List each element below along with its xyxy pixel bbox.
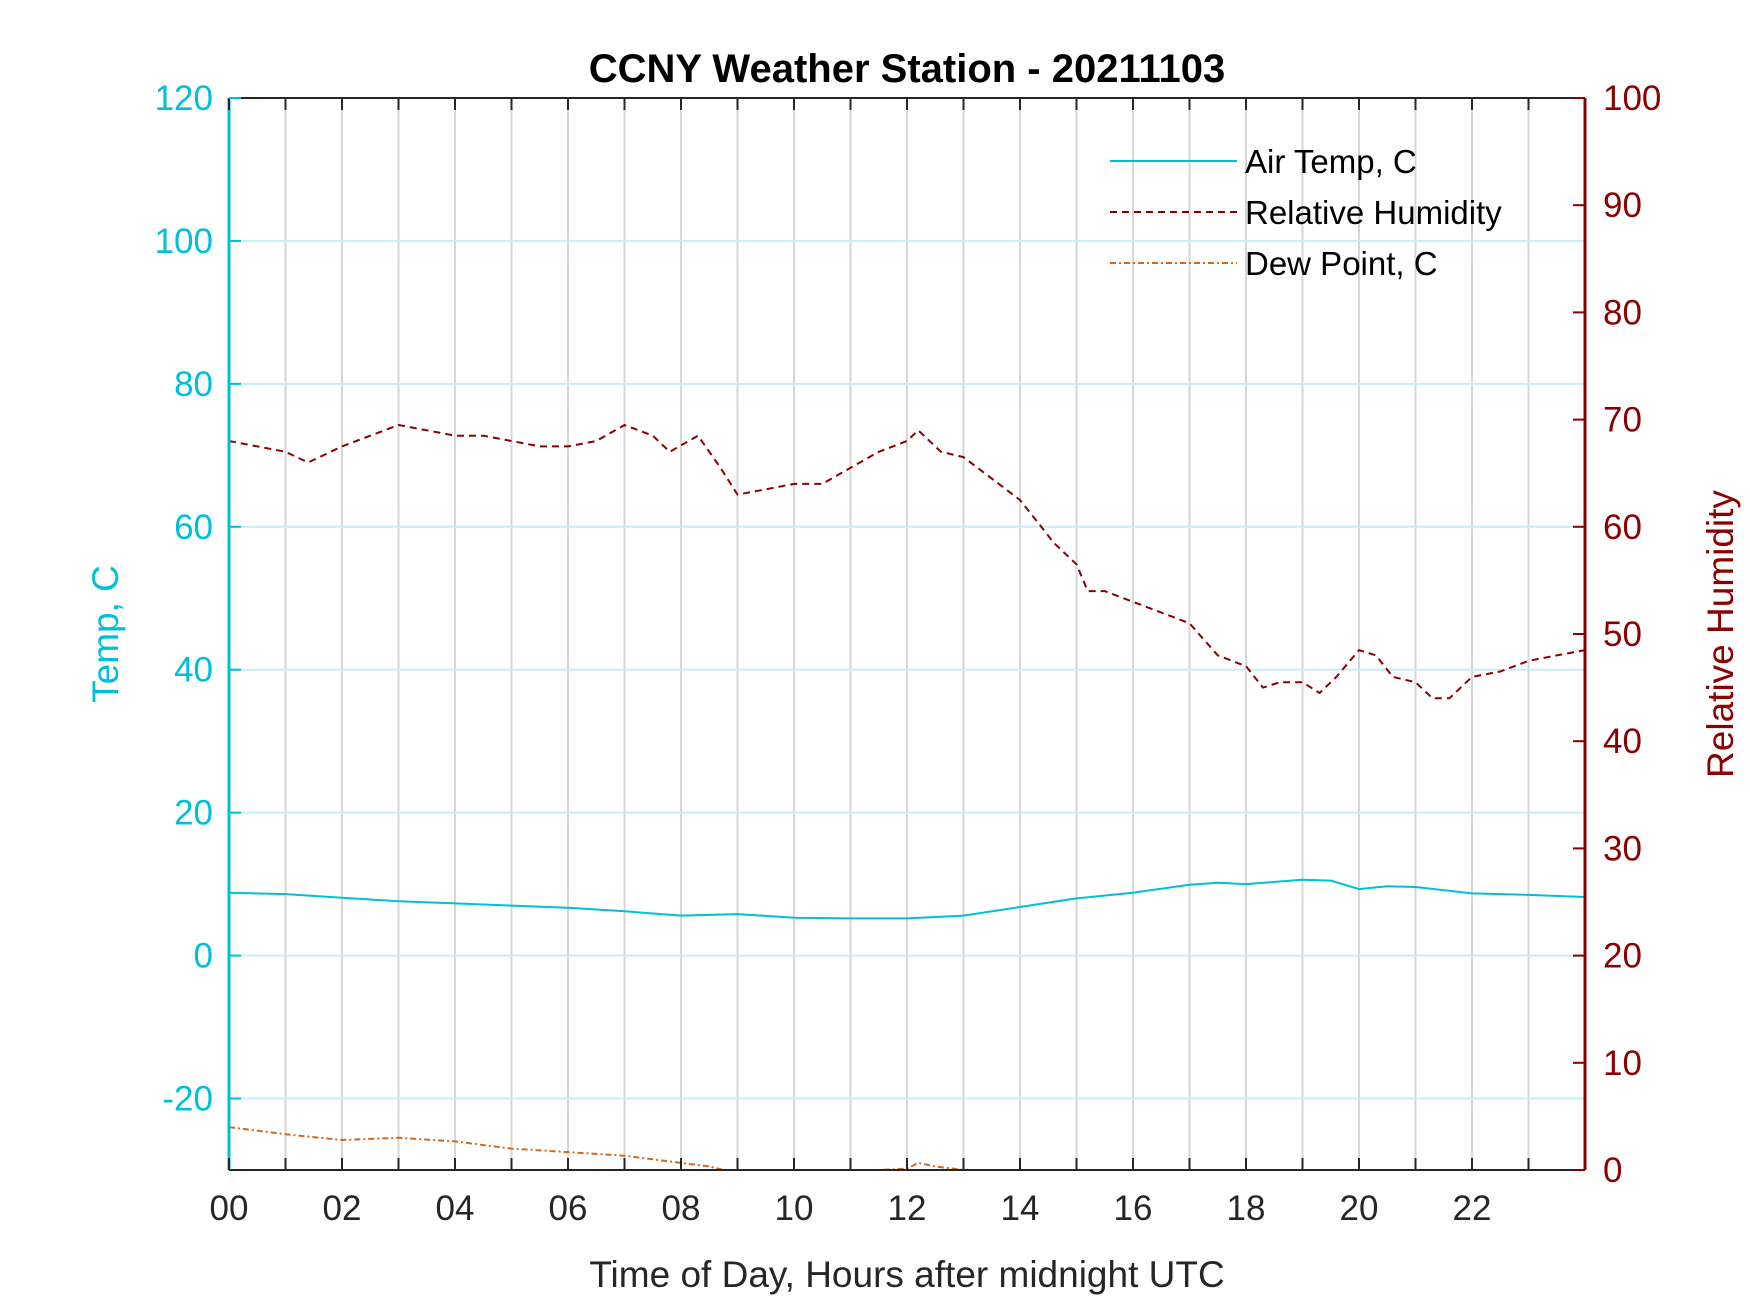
x-tick-label: 10 [775,1189,814,1228]
left-y-tick-label: 0 [194,937,213,976]
legend: Air Temp, C Relative Humidity Dew Point, C [1110,143,1502,282]
right-y-tick-label: 30 [1603,829,1642,868]
left-y-tick-label: 60 [174,508,213,547]
legend-label-1: Relative Humidity [1245,194,1502,231]
x-tick-label: 16 [1114,1189,1153,1228]
right-y-tick-label: 70 [1603,401,1642,440]
axes: 00 02 04 06 08 10 12 14 16 18 20 22-200204060801001… [155,79,1662,1228]
series-lines [229,424,1585,1170]
right-y-axis-label: Relative Humidity [1700,490,1741,778]
grid-lines [229,98,1585,1170]
series-line-0 [229,878,1585,920]
right-y-tick-label: 90 [1603,186,1642,225]
x-tick-label: 02 [323,1189,362,1228]
left-y-tick-label: 120 [155,79,213,118]
series-line-1 [229,424,1585,700]
right-y-tick-label: 100 [1603,79,1661,118]
legend-label-0: Air Temp, C [1245,143,1417,180]
x-tick-label: 14 [1001,1189,1040,1228]
right-y-tick-label: 60 [1603,508,1642,547]
legend-label-2: Dew Point, C [1245,245,1438,282]
left-y-axis-label: Temp, C [85,565,126,703]
x-axis-label: Time of Day, Hours after midnight UTC [589,1254,1224,1295]
x-tick-label: 20 [1340,1189,1379,1228]
right-y-tick-label: 10 [1603,1044,1642,1083]
x-tick-label: 22 [1453,1189,1492,1228]
x-tick-label: 12 [888,1189,927,1228]
chart-title: CCNY Weather Station - 20211103 [589,47,1226,91]
left-y-tick-label: 80 [174,365,213,404]
x-tick-label: 04 [436,1189,475,1228]
right-y-tick-label: 20 [1603,937,1642,976]
right-y-tick-label: 50 [1603,615,1642,654]
x-tick-label: 18 [1227,1189,1266,1228]
x-tick-label: 08 [662,1189,701,1228]
right-y-tick-label: 80 [1603,293,1642,332]
x-tick-label: 00 [210,1189,249,1228]
left-y-tick-label: 20 [174,794,213,833]
x-tick-label: 06 [549,1189,588,1228]
right-y-tick-label: 40 [1603,722,1642,761]
right-y-tick-label: 0 [1603,1151,1622,1190]
left-y-tick-label: -20 [162,1080,213,1119]
series-line-2 [229,1126,1027,1170]
left-y-tick-label: 100 [155,222,213,261]
left-y-tick-label: 40 [174,651,213,690]
